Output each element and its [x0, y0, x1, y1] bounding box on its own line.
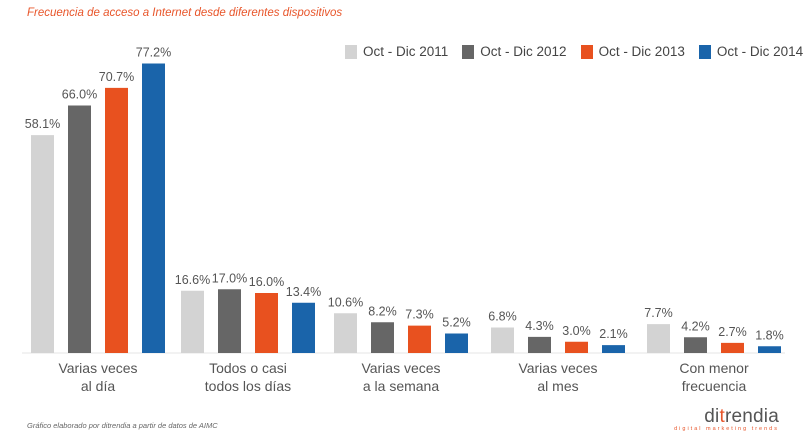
bar-3-3 — [408, 325, 431, 353]
category-label: Varias veces a la semana — [361, 360, 440, 394]
legend-item-1: Oct - Dic 2011 — [345, 44, 448, 59]
legend-label: Oct - Dic 2012 — [480, 44, 567, 59]
data-label: 4.3% — [525, 319, 554, 333]
bar-3-2 — [255, 293, 278, 353]
footer-note: Gráfico elaborado por ditrendia a partir… — [27, 421, 218, 430]
data-label: 8.2% — [368, 304, 397, 318]
bar-2-4 — [528, 336, 551, 353]
legend-swatch — [462, 44, 475, 59]
bar-3-1 — [105, 87, 128, 353]
chart-title: Frecuencia de acceso a Internet desde di… — [27, 7, 343, 19]
brand-name: ditrendia — [704, 406, 779, 427]
data-label: 5.2% — [442, 316, 471, 330]
legend-item-2: Oct - Dic 2012 — [462, 44, 567, 59]
data-label: 16.6% — [175, 273, 210, 287]
category-label: Varias veces al día — [58, 360, 137, 394]
data-label: 1.8% — [755, 328, 784, 342]
data-label: 13.4% — [286, 285, 321, 299]
bar-4-5 — [758, 346, 781, 353]
bar-4-3 — [445, 333, 468, 353]
category-label: Con menor frecuencia — [679, 360, 749, 394]
bar-1-3 — [334, 313, 357, 353]
bar-2-5 — [684, 337, 707, 353]
data-label: 16.0% — [249, 275, 284, 289]
legend-label: Oct - Dic 2013 — [598, 44, 685, 59]
data-label: 58.1% — [25, 117, 60, 131]
data-label: 7.3% — [405, 308, 434, 322]
brand-tagline: digital marketing trends — [674, 426, 779, 432]
data-label: 6.8% — [488, 310, 517, 324]
data-label: 17.0% — [212, 271, 247, 285]
data-label: 66.0% — [62, 88, 97, 102]
legend-swatch — [698, 44, 711, 59]
bar-2-1 — [68, 105, 91, 353]
data-label: 7.7% — [644, 306, 673, 320]
bar-chart: 58.1% 66.0%70.7%77.2% Varias veces al día 16… — [22, 46, 785, 394]
bar-2-3 — [371, 322, 394, 353]
legend-label: Oct - Dic 2011 — [363, 44, 449, 59]
legend-swatch — [580, 44, 593, 59]
bar-1-5 — [647, 324, 670, 353]
bar-1-2 — [181, 290, 204, 353]
category-label: Varias veces al mes — [518, 360, 597, 394]
data-label: 2.1% — [599, 327, 628, 341]
bar-4-1 — [142, 63, 165, 353]
legend-swatch — [345, 44, 357, 59]
bar-4-2 — [292, 302, 315, 353]
data-label: 10.6% — [328, 295, 363, 309]
bar-4-4 — [602, 345, 625, 353]
brand-logo: ditrendia digital marketing trends — [674, 406, 779, 432]
data-label: 3.0% — [562, 324, 591, 338]
bar-1-1 — [31, 135, 54, 353]
category-label: Todos o casi todos los días — [205, 360, 291, 394]
bar-3-5 — [721, 342, 744, 353]
bar-3-4 — [565, 341, 588, 353]
data-label: 2.7% — [718, 325, 747, 339]
legend-label: Oct - Dic 2014 — [716, 44, 804, 59]
data-label: 4.2% — [681, 319, 710, 333]
data-label: 70.7% — [99, 70, 134, 84]
bar-1-4 — [491, 327, 514, 353]
legend-item-3: Oct - Dic 2013 — [580, 44, 685, 59]
legend-item-4: Oct - Dic 2014 — [698, 44, 804, 59]
data-label: 77.2% — [136, 46, 171, 60]
bar-2-2 — [218, 289, 241, 353]
legend: Oct - Dic 2011 Oct - Dic 2012 Oct - Dic 20… — [345, 44, 803, 59]
